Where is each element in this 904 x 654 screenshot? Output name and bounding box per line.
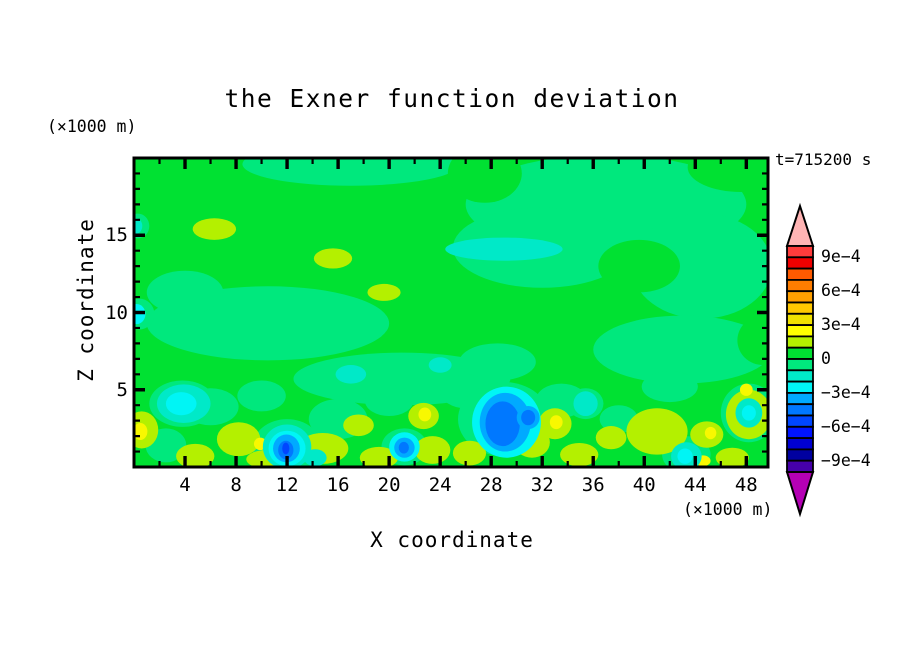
colorbar-segment [786, 403, 814, 417]
colorbar-over-arrow [785, 202, 815, 247]
timestamp-label: t=715200 s [775, 150, 872, 169]
x-tick-label: 32 [530, 474, 554, 496]
x-axis-units-label: (×1000 m) [683, 500, 773, 519]
colorbar-segment [786, 290, 814, 304]
colorbar-segment [786, 380, 814, 394]
colorbar-label: 9e−4 [821, 247, 861, 267]
colorbar-segment [786, 312, 814, 326]
colorbar-segment [786, 346, 814, 360]
colorbar-label: −9e−4 [821, 450, 871, 470]
major-ticks [134, 158, 768, 467]
colorbar-under-arrow [785, 471, 815, 518]
x-axis-title: X coordinate [370, 528, 534, 552]
colorbar-label: −3e−4 [821, 382, 871, 402]
colorbar-segment [786, 459, 814, 473]
x-tick-label: 24 [428, 474, 452, 496]
colorbar-label: −6e−4 [821, 416, 871, 436]
colorbar-segment [786, 335, 814, 349]
y-tick-label: 5 [116, 378, 128, 401]
y-tick-label: 15 [105, 224, 128, 247]
x-tick-label: 44 [683, 474, 707, 496]
colorbar-segment [786, 301, 814, 315]
contour-field [134, 158, 768, 467]
colorbar-segment [786, 369, 814, 383]
x-tick-label: 12 [275, 474, 299, 496]
y-axis-units-label: (×1000 m) [47, 117, 137, 136]
x-tick-label: 20 [377, 474, 401, 496]
x-tick-label: 48 [734, 474, 758, 496]
colorbar-segment [786, 267, 814, 281]
colorbar-segment [786, 245, 814, 259]
minor-ticks [134, 158, 768, 467]
colorbar-segment [786, 414, 814, 428]
x-tick-label: 28 [479, 474, 503, 496]
x-tick-label: 36 [581, 474, 605, 496]
colorbar-label: 6e−4 [821, 281, 861, 301]
x-tick-label: 16 [326, 474, 350, 496]
colorbar-segment [786, 425, 814, 439]
colorbar-segment [786, 391, 814, 406]
y-tick-label: 10 [105, 301, 128, 324]
plot-title: the Exner function deviation [224, 84, 680, 113]
x-tick-label: 40 [632, 474, 656, 496]
colorbar-segment [786, 256, 814, 270]
colorbar-segment [786, 358, 814, 372]
colorbar-segment [786, 437, 814, 451]
x-tick-label: 8 [230, 474, 242, 496]
colorbar-segment [786, 448, 814, 462]
colorbar-segment [786, 278, 814, 293]
colorbar-label: 0 [821, 349, 831, 368]
colorbar-segment [786, 324, 814, 338]
plot-border [132, 156, 770, 469]
colorbar-label: 3e−4 [821, 315, 861, 335]
x-tick-label: 4 [179, 474, 191, 496]
